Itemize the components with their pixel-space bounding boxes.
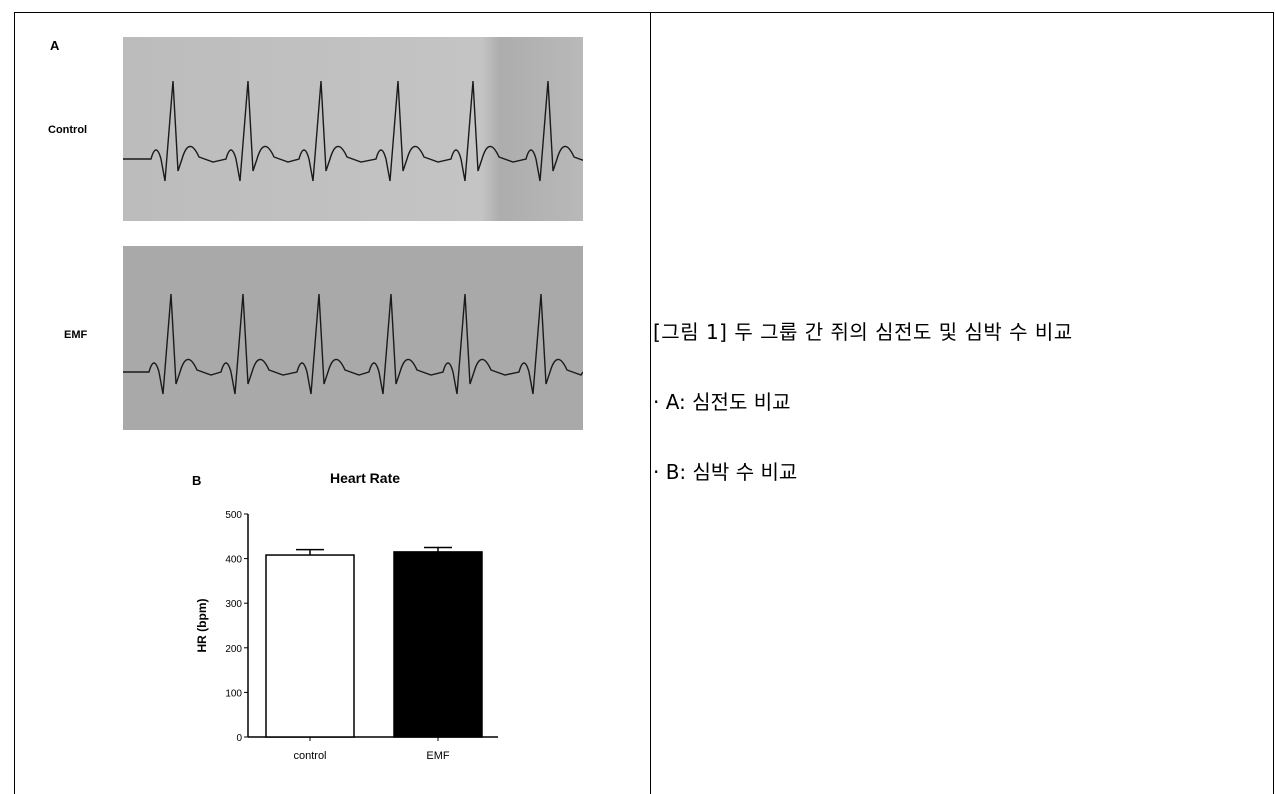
chart-title: Heart Rate bbox=[330, 470, 401, 486]
y-tick-label: 0 bbox=[236, 733, 242, 744]
ecg-label-emf: EMF bbox=[64, 329, 88, 341]
y-tick-label: 300 bbox=[225, 599, 242, 610]
ecg-waveform-control bbox=[123, 80, 583, 182]
ecg-waveform-emf bbox=[123, 293, 583, 395]
bar-control bbox=[265, 554, 355, 738]
x-tick-label: control bbox=[293, 750, 326, 762]
caption-item-a: · A: 심전도 비교 bbox=[653, 390, 791, 414]
y-tick-label: 500 bbox=[225, 510, 242, 521]
ecg-trace-control bbox=[123, 37, 583, 221]
panel-a-letter: A bbox=[50, 38, 60, 53]
y-tick-label: 100 bbox=[225, 688, 242, 699]
ecg-line-emf bbox=[123, 293, 583, 395]
heart-rate-chart: 0 100 200 300 400 500 HR (bpm) control EMF bbox=[195, 510, 498, 762]
y-axis-label: HR (bpm) bbox=[195, 599, 209, 653]
ecg-line-control bbox=[123, 80, 583, 182]
table-column-divider bbox=[650, 12, 651, 794]
ecg-trace-emf bbox=[123, 246, 583, 430]
caption-item-b: · B: 심박 수 비교 bbox=[653, 460, 798, 484]
panel-b-letter: B bbox=[192, 473, 202, 488]
bar-emf bbox=[393, 551, 483, 738]
x-tick-label: EMF bbox=[426, 750, 450, 762]
figure-table-frame bbox=[14, 12, 1274, 794]
ecg-label-control: Control bbox=[48, 124, 88, 136]
y-tick-label: 400 bbox=[225, 555, 242, 566]
figure-caption-title: [그림 1] 두 그룹 간 쥐의 심전도 및 심박 수 비교 bbox=[653, 320, 1073, 344]
y-tick-label: 200 bbox=[225, 644, 242, 655]
